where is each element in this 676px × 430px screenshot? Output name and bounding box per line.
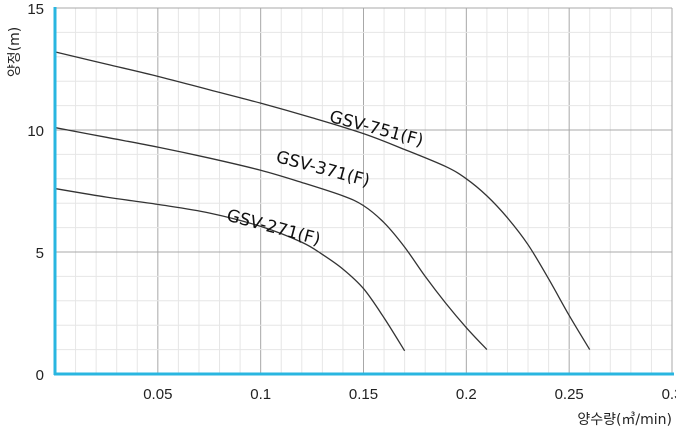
tick-labels: 0.05 0.1 0.15 0.2 0.25 0.3 0 5 10 15 [27,1,676,403]
y-tick-label: 10 [27,123,44,140]
x-tick-label: 0.3 [662,386,676,403]
x-tick-label: 0.15 [349,386,378,403]
series-label: GSV-751(F) [327,107,425,151]
x-axis-title: 양수량(㎥/min) [577,412,672,428]
x-tick-label: 0.1 [250,386,271,403]
series-curve-2 [54,187,406,352]
series-curve-0 [54,51,591,350]
x-tick-label: 0.25 [555,386,584,403]
axes [53,7,674,376]
curves [54,51,591,352]
y-axis-title: 양정(m) [7,27,23,77]
y-tick-label: 15 [27,1,44,18]
y-tick-label: 5 [36,245,44,262]
series-curve-1 [54,126,488,351]
grid [55,7,673,374]
series-label: GSV-271(F) [224,206,322,250]
x-tick-label: 0.2 [456,386,477,403]
x-tick-label: 0.05 [143,386,172,403]
y-tick-label: 0 [36,367,44,384]
